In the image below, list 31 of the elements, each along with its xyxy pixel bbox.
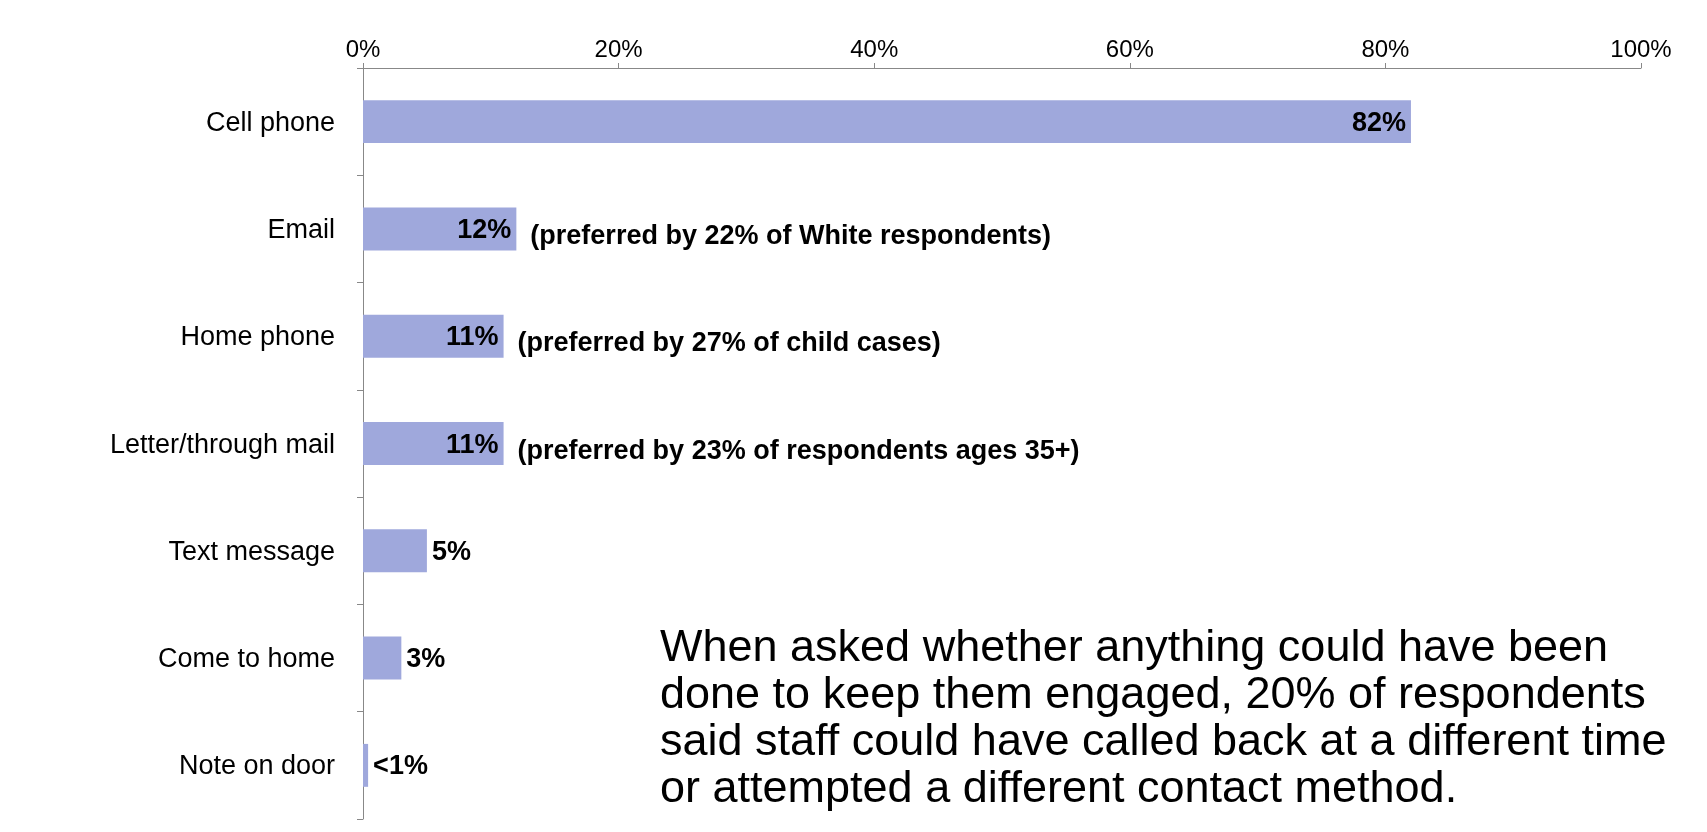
bar xyxy=(363,636,402,680)
bar xyxy=(363,529,427,573)
bar xyxy=(363,314,504,358)
data-label: 11% xyxy=(446,321,499,352)
bar xyxy=(363,422,504,465)
bar xyxy=(363,743,369,787)
x-tick-label: 0% xyxy=(345,34,381,62)
annotation: (preferred by 22% of White respondents) xyxy=(530,219,1051,250)
x-tick-label: 100% xyxy=(1610,34,1672,62)
data-label: 3% xyxy=(406,643,446,674)
x-tick-label: 60% xyxy=(1105,34,1154,62)
x-tick-label: 20% xyxy=(594,34,643,62)
annotation: When asked whether anything could have been done to keep them engaged, 20% of respondents said staff could have called back at a different time or attempted a different contact method. xyxy=(660,620,1679,812)
x-tick-label: 40% xyxy=(850,34,899,62)
data-label: <1% xyxy=(373,750,428,781)
data-label: 11% xyxy=(446,428,499,459)
y-tick-label: Email xyxy=(267,213,335,244)
annotation: (preferred by 23% of respondents ages 35+) xyxy=(517,434,1080,465)
data-label: 82% xyxy=(1351,106,1406,137)
bar xyxy=(363,100,1411,144)
y-tick-label: Letter/through mail xyxy=(109,428,335,459)
data-label: 12% xyxy=(457,213,512,244)
y-tick-label: Note on door xyxy=(178,750,336,781)
data-label: 5% xyxy=(431,535,471,566)
bar xyxy=(363,207,517,251)
y-tick-label: Home phone xyxy=(180,321,335,352)
annotation: (preferred by 27% of child cases) xyxy=(517,327,941,358)
y-tick-label: Cell phone xyxy=(205,106,335,137)
y-tick-label: Come to home xyxy=(157,643,335,674)
x-tick-label: 80% xyxy=(1361,34,1410,62)
y-tick-label: Text message xyxy=(168,535,335,566)
